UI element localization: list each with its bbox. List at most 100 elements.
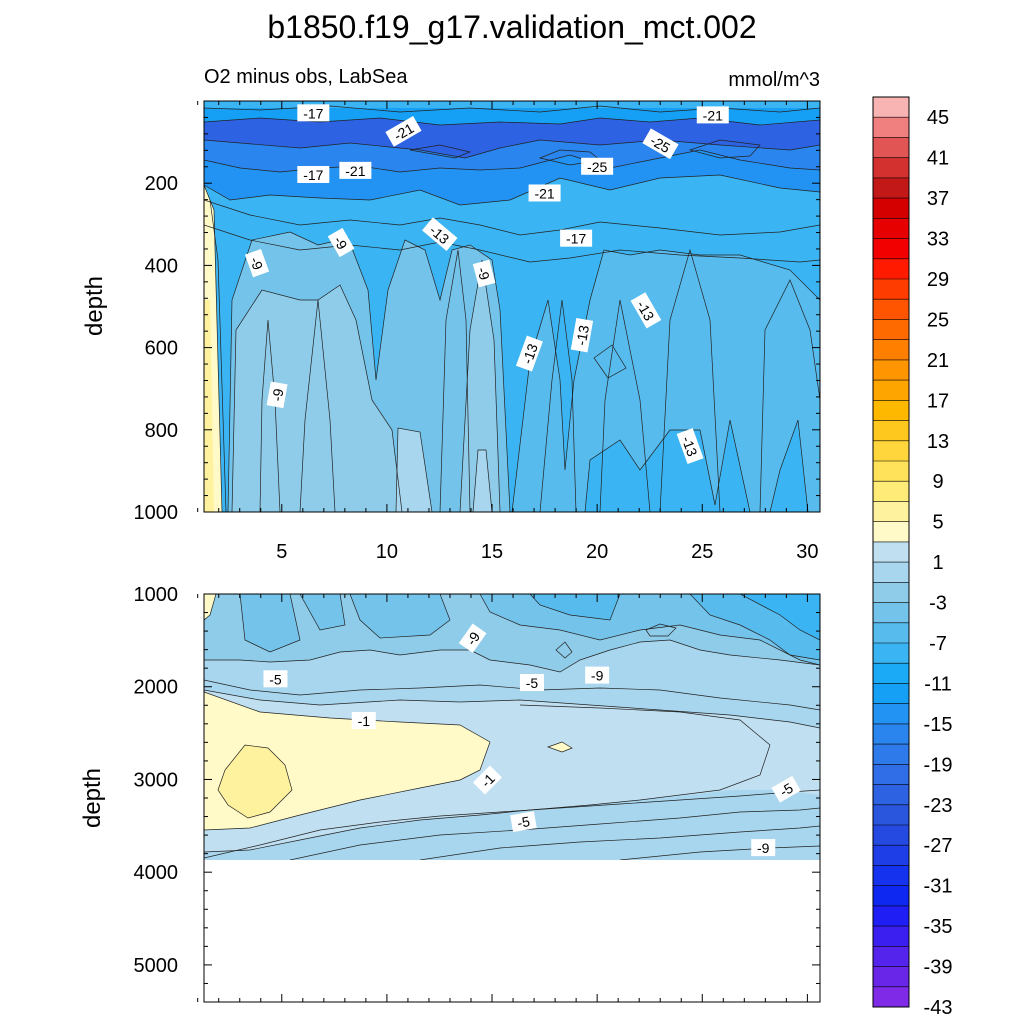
contour-label-bg bbox=[771, 775, 801, 803]
contour-label-bg bbox=[570, 317, 594, 353]
contour-label-bg bbox=[472, 765, 502, 795]
contour-label-text: -17 bbox=[303, 167, 323, 183]
colorbar-label: 37 bbox=[927, 188, 949, 210]
upper-contour-lines bbox=[204, 105, 820, 512]
y-tick-label: 1000 bbox=[134, 584, 179, 606]
contour-label-bg bbox=[339, 161, 372, 179]
colorbar-box bbox=[873, 744, 909, 765]
x-tick-label: 15 bbox=[481, 541, 503, 563]
y-tick-label: 3000 bbox=[134, 769, 179, 791]
colorbar-box bbox=[873, 258, 909, 280]
colorbar-box bbox=[873, 117, 909, 138]
colorbar-label: 1 bbox=[932, 552, 943, 574]
x-tick-label: 25 bbox=[691, 541, 713, 563]
contour-label-bg bbox=[422, 217, 458, 251]
upper-plot-frame bbox=[203, 100, 821, 513]
contour-label-text: -5 bbox=[516, 813, 531, 831]
contour-label: -25 bbox=[581, 157, 614, 175]
colorbar-box bbox=[873, 481, 909, 502]
colorbar-box bbox=[873, 238, 909, 260]
colorbar-label: 17 bbox=[927, 390, 949, 412]
upper-contour-fill bbox=[204, 101, 820, 512]
colorbar-box bbox=[873, 845, 909, 866]
contour-label-bg bbox=[510, 811, 537, 833]
contour-label: -5 bbox=[263, 670, 288, 688]
y-tick-label: 5000 bbox=[134, 955, 179, 977]
colorbar-box bbox=[873, 359, 909, 381]
contour-label-text: -9 bbox=[474, 266, 493, 282]
contour-label-bg bbox=[266, 381, 288, 409]
lower-fill-11a bbox=[240, 594, 300, 652]
contour-label-bg bbox=[515, 335, 543, 372]
contour-label: -21 bbox=[696, 106, 729, 124]
colorbar-label: 21 bbox=[927, 350, 949, 372]
colorbar-box bbox=[873, 723, 909, 745]
x-tick-label: 10 bbox=[376, 541, 398, 563]
contour-label-bg bbox=[751, 839, 776, 857]
contour-label-text: -1 bbox=[358, 713, 371, 729]
contour-label-bg bbox=[244, 248, 270, 278]
colorbar-box bbox=[873, 804, 909, 826]
colorbar-box bbox=[873, 521, 909, 543]
contour-label-text: -9 bbox=[591, 668, 604, 684]
contour-label: -5 bbox=[519, 674, 544, 692]
lower-panel: 1000 2000 3000 4000 5000 -9 -5 -5 -9 -1 -1 -5 -5-9 … bbox=[79, 584, 821, 1003]
y-tick-label: 2000 bbox=[134, 677, 179, 699]
contour-label-text: -17 bbox=[303, 105, 323, 121]
contour-label-text: -13 bbox=[519, 341, 541, 366]
colorbar-box bbox=[873, 97, 909, 118]
contour-label: -5 bbox=[510, 811, 537, 833]
colorbar-box bbox=[873, 339, 909, 361]
colorbar-box bbox=[873, 946, 909, 967]
colorbar-box bbox=[873, 198, 909, 219]
colorbar-box bbox=[873, 703, 909, 725]
colorbar-label: 5 bbox=[932, 512, 943, 534]
colorbar-box bbox=[873, 825, 909, 846]
colorbar-box bbox=[873, 643, 909, 664]
upper-contour-labels: -17-21-25-21-17 -21 -25-21-13 -17-9-9-9-13-… bbox=[244, 104, 729, 465]
colorbar-box bbox=[873, 986, 909, 1008]
x-tick-label: 5 bbox=[276, 541, 287, 563]
upper-axes: 5 10 15 20 25 30 200 400 600 800 1000 bbox=[134, 101, 820, 563]
contour-label: -21 bbox=[339, 161, 372, 179]
lower-axes: 1000 2000 3000 4000 5000 bbox=[134, 584, 820, 1003]
colorbar-box bbox=[873, 380, 909, 401]
colorbar-box bbox=[873, 299, 909, 320]
colorbar-label: 13 bbox=[927, 431, 949, 453]
colorbar-box bbox=[873, 683, 909, 705]
contour-label-bg bbox=[560, 229, 593, 247]
contour-label: -9 bbox=[458, 623, 487, 653]
colorbar-frame bbox=[872, 96, 910, 1008]
colorbar-label: -19 bbox=[924, 754, 953, 776]
lower-fill-11c bbox=[350, 594, 450, 638]
contour-label: -13 bbox=[515, 335, 543, 372]
colorbar-label: -3 bbox=[929, 593, 947, 615]
y-tick-label: 400 bbox=[145, 255, 178, 277]
colorbar-label: 25 bbox=[927, 309, 949, 331]
contour-label: -1 bbox=[472, 765, 502, 795]
contour-label-bg bbox=[327, 227, 355, 258]
x-tick-label: 20 bbox=[586, 541, 608, 563]
contour-label-text: -13 bbox=[679, 434, 701, 459]
y-tick-label: 4000 bbox=[134, 862, 179, 884]
contour-label-bg bbox=[519, 674, 544, 692]
contour-label-text: -25 bbox=[587, 159, 607, 175]
contour-label: -17 bbox=[560, 229, 593, 247]
lower-fill-high bbox=[218, 745, 292, 818]
colorbar-box bbox=[873, 400, 909, 421]
contour-label-bg bbox=[696, 106, 729, 124]
colorbar: 45 41 37 33 29 25 21 17 13 9 5 1 -3 -7 -11 -15 -19 -23 -27… bbox=[872, 96, 953, 1019]
colorbar-label: 29 bbox=[927, 269, 949, 291]
colorbar-box bbox=[873, 541, 909, 563]
contour-label-text: -13 bbox=[573, 324, 592, 347]
upper-y-axis-label: depth bbox=[81, 276, 108, 336]
contour-label: -5 bbox=[771, 775, 801, 803]
colorbar-box bbox=[873, 218, 909, 239]
colorbar-box bbox=[873, 582, 909, 603]
colorbar-box bbox=[873, 966, 909, 988]
contour-label-bg bbox=[585, 666, 610, 684]
contour-label: -17 bbox=[297, 104, 330, 122]
colorbar-label: -43 bbox=[924, 997, 953, 1019]
contour-label: -21 bbox=[528, 184, 561, 202]
